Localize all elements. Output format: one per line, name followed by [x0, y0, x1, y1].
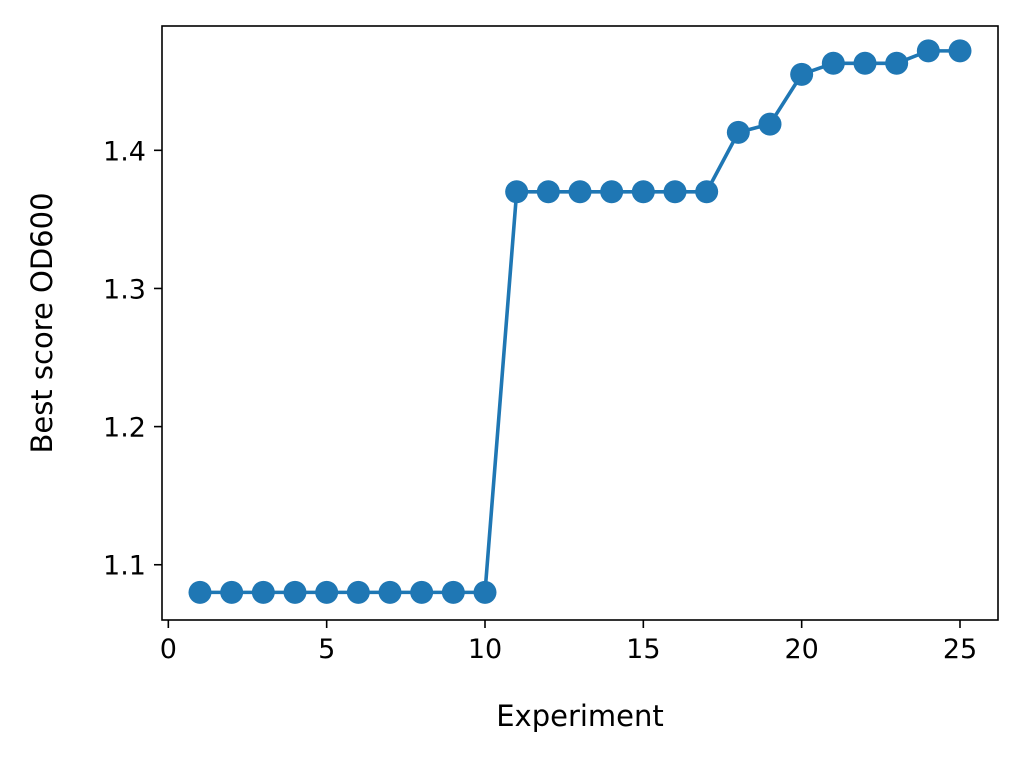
data-point — [916, 39, 940, 63]
data-point — [695, 180, 719, 204]
data-point — [188, 580, 212, 604]
data-point — [663, 180, 687, 204]
data-point — [790, 62, 814, 86]
data-point — [473, 580, 497, 604]
x-tick-label: 25 — [943, 634, 977, 665]
x-tick-label: 20 — [784, 634, 818, 665]
y-tick-label: 1.1 — [103, 551, 146, 582]
data-point — [726, 120, 750, 144]
x-axis-label: Experiment — [496, 699, 664, 733]
data-point — [948, 39, 972, 63]
data-point — [758, 112, 782, 136]
data-point — [410, 580, 434, 604]
data-point — [505, 180, 529, 204]
y-axis-label: Best score OD600 — [25, 192, 59, 453]
data-point — [220, 580, 244, 604]
data-point — [441, 580, 465, 604]
y-axis-ticks: 1.1 1.2 1.3 1.4 — [103, 136, 162, 582]
data-point — [378, 580, 402, 604]
data-point — [283, 580, 307, 604]
data-point — [536, 180, 560, 204]
plot-frame — [161, 25, 999, 621]
x-axis-ticks: 0 5 10 15 20 25 — [160, 620, 977, 665]
data-point — [568, 180, 592, 204]
x-tick-label: 15 — [626, 634, 660, 665]
data-point — [346, 580, 370, 604]
data-point — [251, 580, 275, 604]
x-tick-label: 10 — [468, 634, 502, 665]
plot-area-background — [162, 26, 998, 620]
data-point — [315, 580, 339, 604]
y-tick-label: 1.2 — [103, 413, 146, 444]
x-tick-label: 0 — [160, 634, 177, 665]
data-point — [853, 51, 877, 75]
series-layer — [188, 39, 972, 604]
data-point — [600, 180, 624, 204]
data-point — [885, 51, 909, 75]
y-tick-label: 1.4 — [103, 136, 146, 167]
y-tick-label: 1.3 — [103, 274, 146, 305]
data-point — [631, 180, 655, 204]
x-tick-label: 5 — [318, 634, 335, 665]
data-point — [821, 51, 845, 75]
